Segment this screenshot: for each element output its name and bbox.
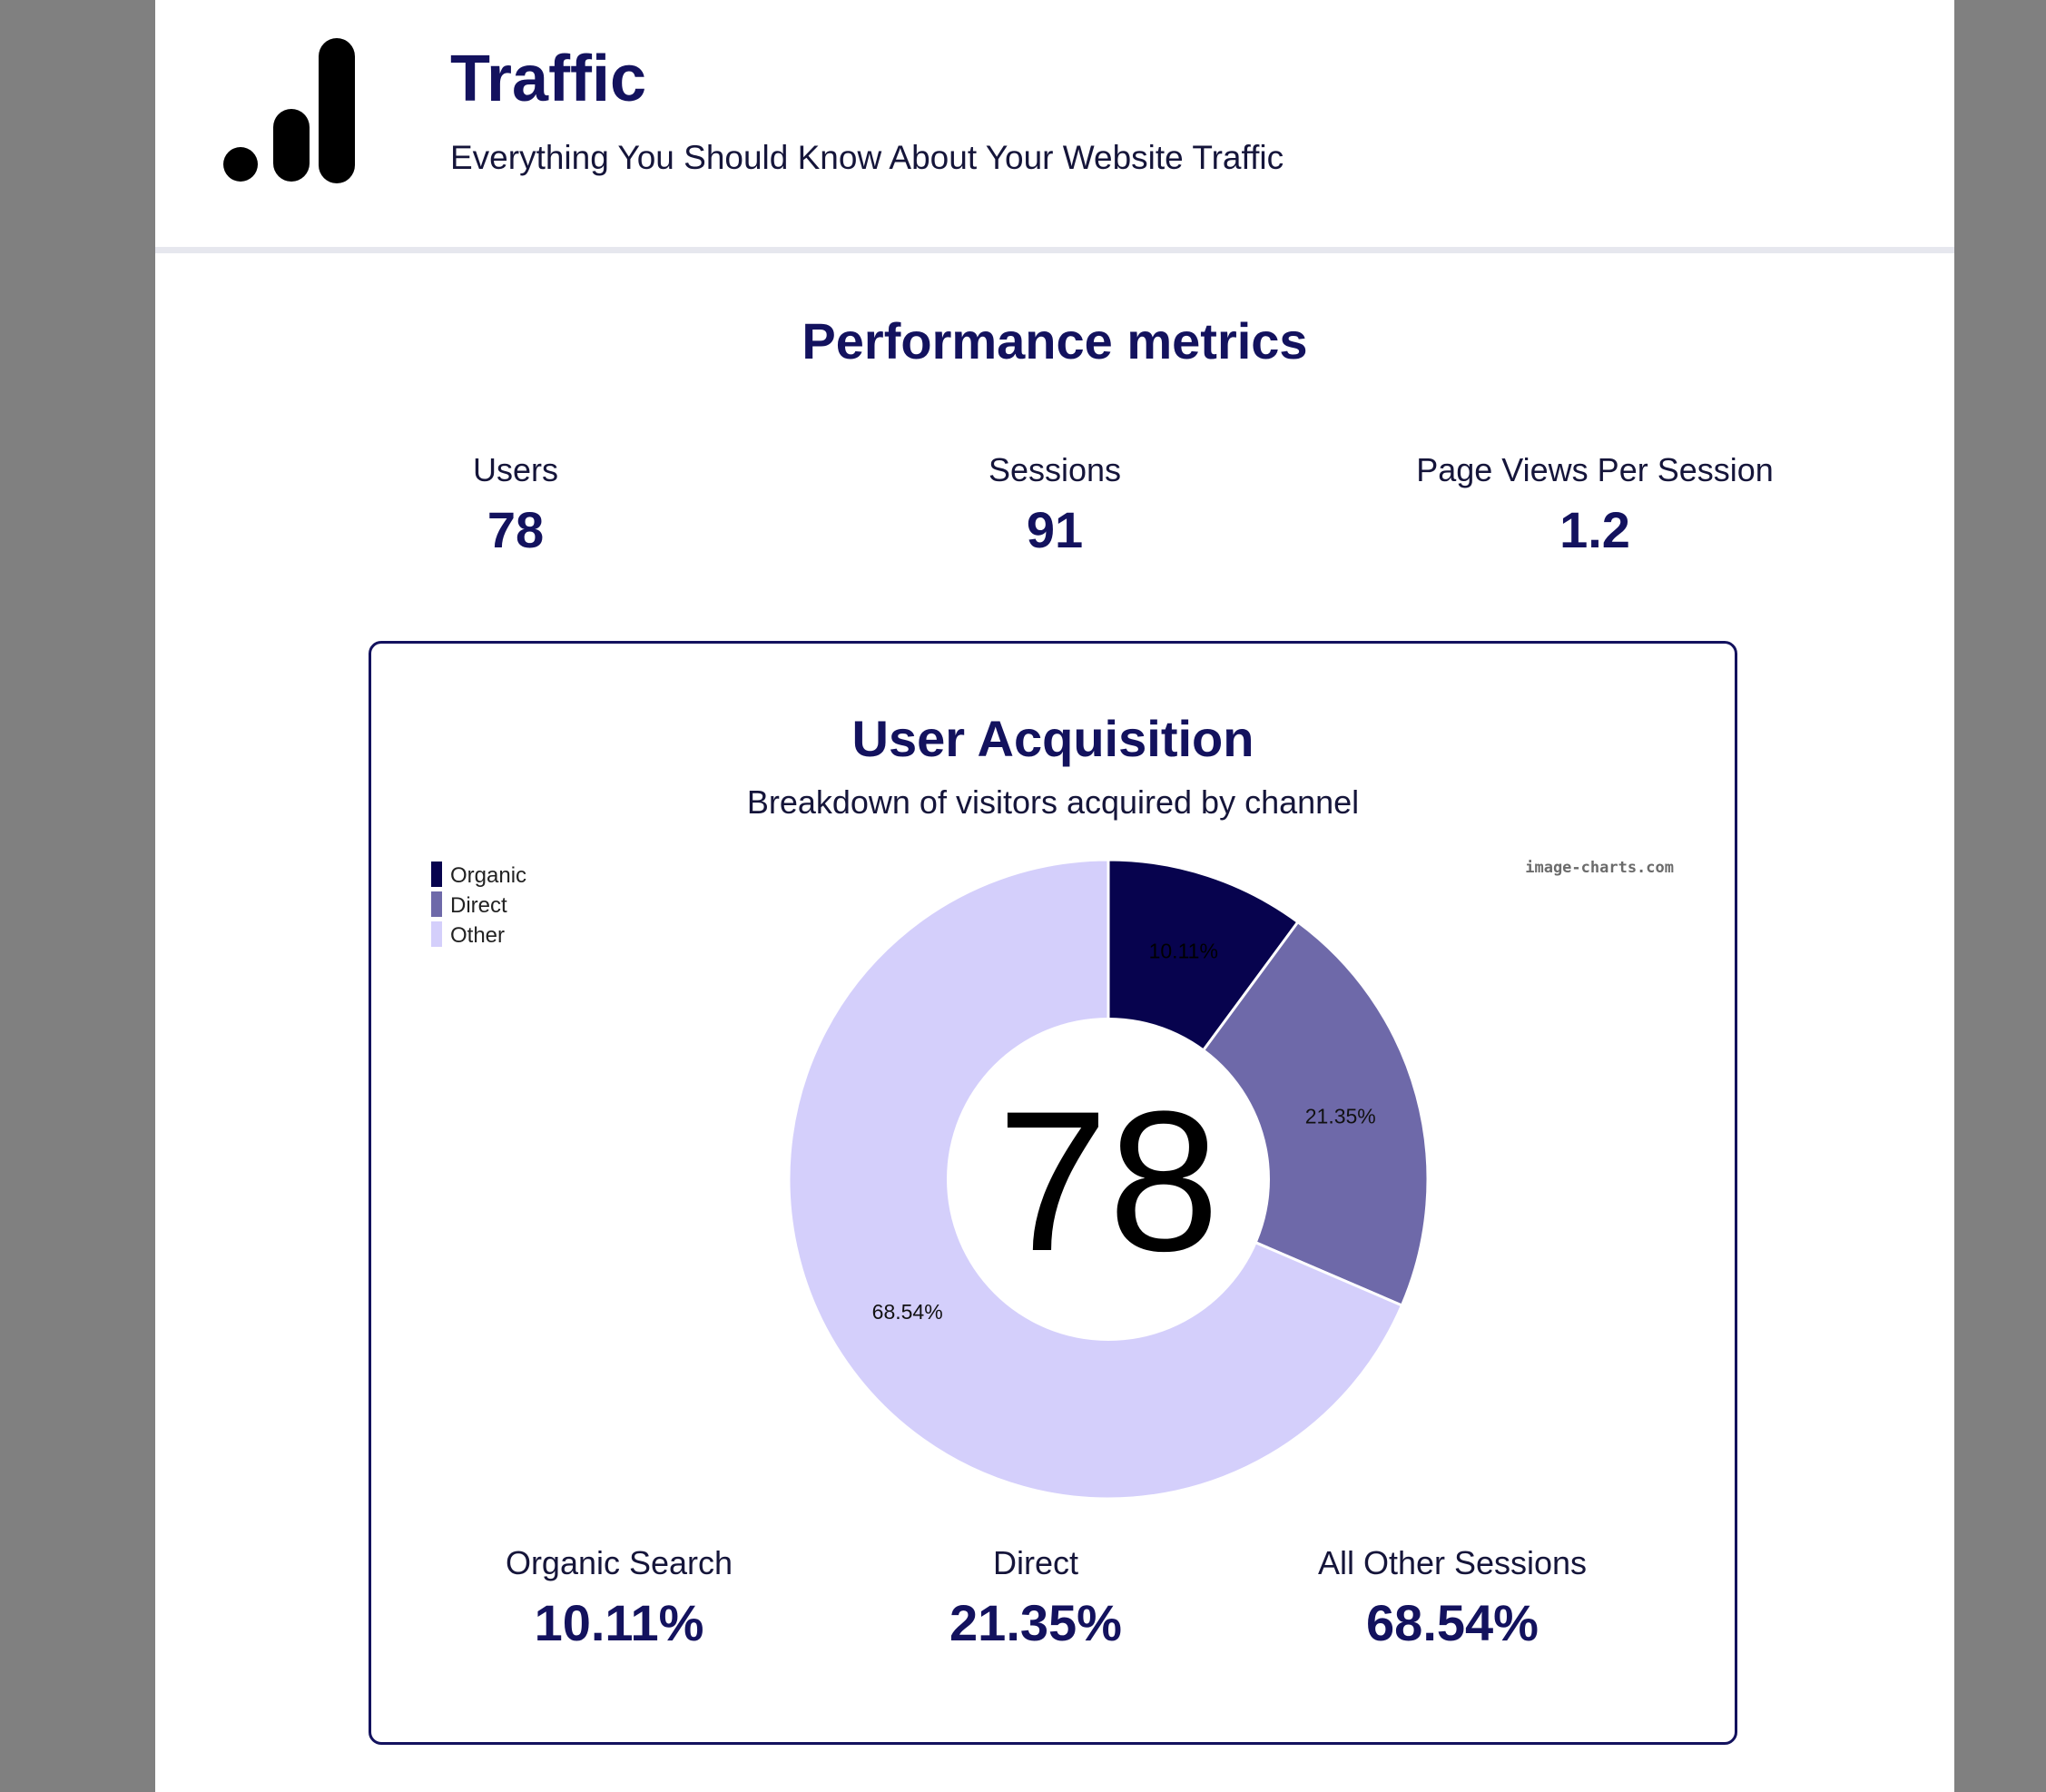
metric-value: 10.11% <box>534 1594 704 1651</box>
legend-label: Other <box>450 923 505 948</box>
metric-value: 78 <box>487 501 545 558</box>
metric-label: All Other Sessions <box>1317 1544 1588 1581</box>
acquisition-subtitle: Breakdown of visitors acquired by channe… <box>746 783 1360 821</box>
chart-watermark: image-charts.com <box>1525 859 1674 877</box>
donut-center-value: 78 <box>998 1069 1220 1293</box>
donut-chart: 10.11% 21.35% 68.54% 78 Organic Direct Other… <box>431 858 1674 1501</box>
legend-label: Direct <box>450 893 507 918</box>
user-acquisition-card: User Acquisition Breakdown of visitors a… <box>369 641 1737 1745</box>
legend-swatch <box>431 921 442 947</box>
slice-data-label: 68.54% <box>872 1300 943 1324</box>
slice-data-label: 10.11% <box>1149 939 1218 962</box>
acquisition-metric-other: All Other Sessions 68.54% <box>1244 1542 1661 1653</box>
metric-value: 21.35% <box>949 1594 1122 1651</box>
report-header: Traffic Everything You Should Know About… <box>155 0 1954 253</box>
page-title: Traffic <box>450 43 647 115</box>
acquisition-title: User Acquisition <box>851 710 1254 767</box>
metric-value: 91 <box>1026 501 1084 558</box>
acquisition-metric-organic: Organic Search 10.11% <box>410 1542 828 1653</box>
metric-page-views: Page Views Per Session 1.2 <box>1323 449 1867 560</box>
legend-label: Organic <box>450 863 526 888</box>
bar-chart-icon <box>223 38 355 183</box>
donut-hole <box>947 1018 1270 1341</box>
legend-swatch <box>431 891 442 917</box>
metric-label: Page Views Per Session <box>1416 451 1774 488</box>
metric-label: Users <box>472 451 558 488</box>
page-subtitle: Everything You Should Know About Your We… <box>450 139 1284 176</box>
metric-label: Organic Search <box>505 1544 733 1581</box>
metric-label: Direct <box>992 1544 1078 1581</box>
slice-data-label: 21.35% <box>1305 1105 1376 1128</box>
metric-sessions: Sessions 91 <box>782 449 1327 560</box>
metric-users: Users 78 <box>243 449 788 560</box>
performance-title: Performance metrics <box>802 312 1308 369</box>
acquisition-metric-direct: Direct 21.35% <box>827 1542 1244 1653</box>
metric-value: 68.54% <box>1366 1594 1539 1651</box>
legend-swatch <box>431 862 442 887</box>
report-page: Traffic Everything You Should Know About… <box>155 0 1954 1792</box>
metric-label: Sessions <box>988 451 1122 488</box>
metric-value: 1.2 <box>1559 501 1630 558</box>
